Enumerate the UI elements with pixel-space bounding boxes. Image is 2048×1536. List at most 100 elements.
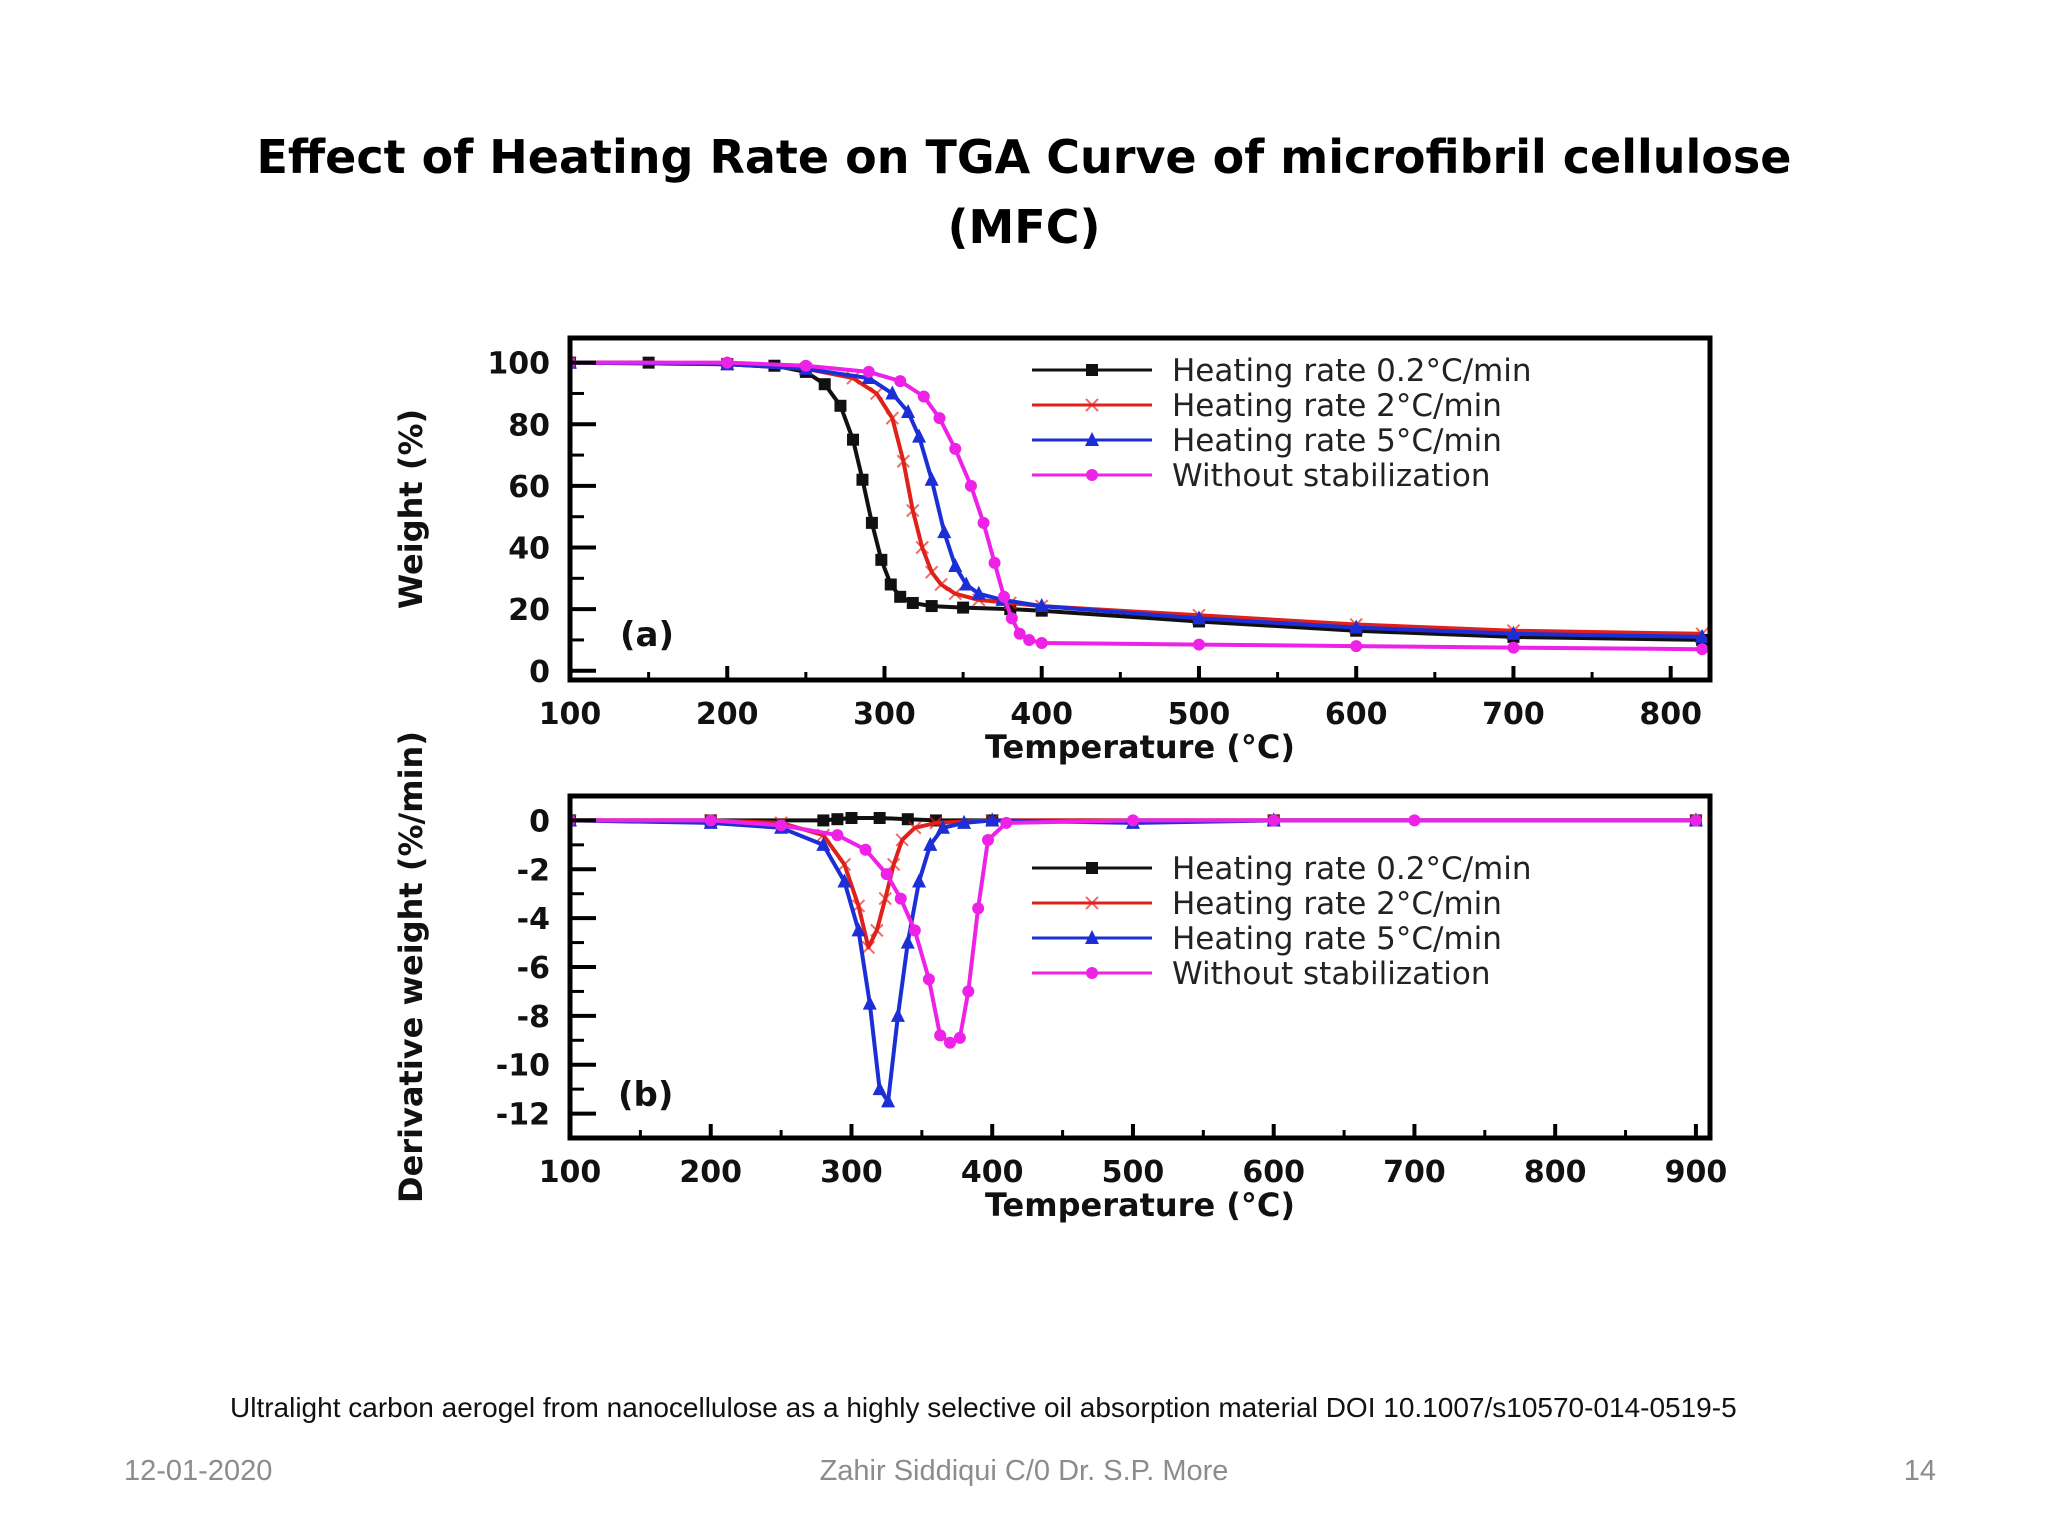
- y-tick-label: -6: [517, 951, 550, 986]
- legend-entry: Heating rate 0.2°C/min: [1172, 851, 1532, 887]
- data-point: [894, 892, 907, 905]
- data-point: [1192, 638, 1205, 651]
- data-point: [896, 454, 911, 468]
- data-point: [1506, 625, 1521, 640]
- x-tick-label: 800: [1639, 697, 1702, 732]
- data-point: [1023, 633, 1036, 646]
- data-point: [982, 833, 994, 846]
- y-tick-label: 0: [529, 804, 550, 839]
- y-axis-title: Derivative weight (%/min): [392, 731, 430, 1203]
- plot-frame: [567, 793, 1713, 1141]
- data-point: [895, 833, 909, 847]
- data-point: [872, 1081, 887, 1096]
- y-tick-label: 60: [508, 470, 550, 505]
- data-point: [977, 516, 990, 529]
- x-tick-label: 200: [696, 697, 759, 732]
- data-point: [912, 873, 927, 888]
- data-point: [949, 442, 962, 455]
- data-point: [924, 471, 939, 486]
- x-tick-label: 300: [820, 1155, 883, 1190]
- legend-entry: Heating rate 2°C/min: [1172, 388, 1502, 424]
- x-tick-label: 300: [853, 697, 916, 732]
- data-point: [1000, 816, 1013, 829]
- data-point: [775, 819, 788, 832]
- data-point: [847, 433, 860, 446]
- data-point: [1408, 814, 1421, 827]
- data-point: [934, 577, 948, 592]
- y-tick-label: 100: [487, 347, 550, 382]
- data-point: [862, 365, 875, 378]
- data-point: [1349, 619, 1364, 634]
- legend-marker: [1086, 364, 1098, 376]
- data-point: [953, 1031, 966, 1044]
- data-point: [1695, 628, 1710, 643]
- series-4: [570, 814, 1702, 1049]
- data-point: [894, 590, 907, 603]
- x-tick-label: 100: [539, 697, 602, 732]
- data-point: [924, 565, 939, 579]
- tga-figure: 100 200 300 400 500 600 700 800 0 20 40 60 80 100 Temp…: [360, 318, 1780, 1258]
- legend-marker: [1086, 862, 1098, 874]
- x-axis-title: Temperature (°C): [985, 728, 1295, 766]
- series-3: [570, 812, 1703, 1108]
- x-tick-label: 500: [1102, 1155, 1165, 1190]
- plot-frame: [567, 335, 1713, 683]
- data-point: [985, 812, 1000, 827]
- y-tick-label: -10: [496, 1049, 550, 1084]
- data-point: [1689, 814, 1702, 827]
- x-tick-label: 400: [961, 1155, 1024, 1190]
- series-line-2: [570, 360, 1703, 636]
- data-point: [937, 524, 952, 539]
- legend-marker: [1086, 967, 1098, 979]
- data-point: [908, 924, 921, 937]
- data-point: [935, 819, 950, 834]
- data-point: [859, 843, 872, 856]
- y-tick-label: 0: [529, 655, 550, 690]
- data-point: [890, 1007, 905, 1022]
- data-point: [1034, 598, 1049, 613]
- data-point: [915, 540, 929, 555]
- legend-entry: Heating rate 5°C/min: [1172, 423, 1502, 459]
- data-point: [856, 473, 869, 486]
- footer-author: Zahir Siddiqui C/0 Dr. S.P. More: [819, 1455, 1229, 1487]
- legend-entry: Heating rate 5°C/min: [1172, 921, 1502, 957]
- data-point: [959, 576, 974, 591]
- legend-marker: [1086, 469, 1098, 481]
- data-point: [900, 934, 915, 949]
- data-point: [837, 873, 852, 888]
- y-tick-label: -4: [517, 902, 550, 937]
- data-point: [881, 1093, 896, 1108]
- data-point: [870, 923, 884, 938]
- data-point: [957, 814, 972, 829]
- data-point: [704, 814, 717, 827]
- panel-label: (a): [620, 615, 674, 655]
- data-point: [962, 985, 975, 998]
- data-point: [831, 829, 844, 842]
- data-point: [818, 378, 831, 391]
- x-tick-label: 500: [1168, 697, 1231, 732]
- data-point: [1191, 610, 1206, 625]
- x-tick-label: 100: [539, 1155, 602, 1190]
- data-point: [906, 596, 919, 609]
- x-tick-label: 200: [679, 1155, 742, 1190]
- panel-label: (b): [618, 1075, 673, 1115]
- series-3: [570, 354, 1710, 643]
- x-tick-label: 700: [1383, 1155, 1446, 1190]
- data-point: [988, 556, 1001, 569]
- data-point: [878, 891, 892, 906]
- chart-panel-2: 100 200 300 400 500 600 700 800 900 0 -2 -4 -6 -8 -10 -…: [392, 731, 1727, 1224]
- data-point: [944, 1036, 956, 1049]
- data-point: [934, 1029, 947, 1042]
- data-point: [908, 821, 922, 835]
- chart-panel-1: 100 200 300 400 500 600 700 800 0 20 40 60 80 100 Temp…: [392, 335, 1713, 766]
- data-point: [948, 558, 963, 572]
- data-point: [894, 375, 907, 388]
- data-point: [925, 600, 938, 613]
- data-point: [1350, 640, 1363, 653]
- data-point: [880, 868, 893, 881]
- page-number: 14: [1903, 1455, 1936, 1487]
- legend-marker: [1085, 398, 1099, 412]
- data-point: [884, 578, 897, 591]
